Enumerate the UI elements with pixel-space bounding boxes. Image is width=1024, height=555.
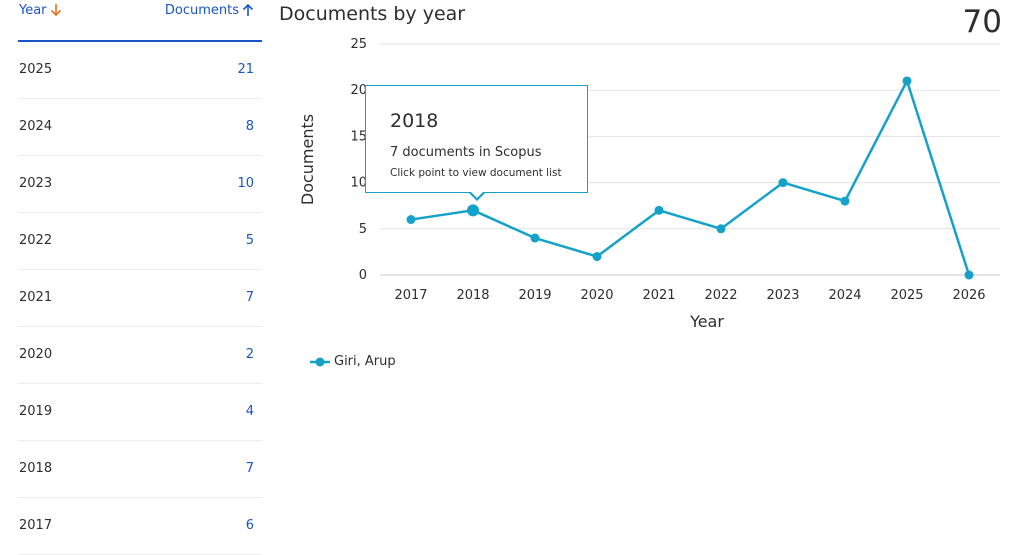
documents-table: Year Documents 2025 21 2024 8 2023 10 2022 5 202… xyxy=(18,0,262,555)
x-axis-title: Year xyxy=(689,312,724,331)
y-tick-label: 0 xyxy=(359,268,367,283)
y-tick-label: 5 xyxy=(359,222,367,237)
x-tick-label: 2019 xyxy=(518,288,551,303)
table-row: 2021 7 xyxy=(18,270,262,327)
y-tick-label: 15 xyxy=(350,129,367,144)
row-year: 2017 xyxy=(19,518,53,533)
documents-header-label: Documents xyxy=(164,2,239,18)
data-point[interactable] xyxy=(902,76,912,86)
table-row: 2017 6 xyxy=(18,498,262,555)
row-year: 2018 xyxy=(19,461,53,476)
tooltip-count: 7 documents in Scopus xyxy=(390,145,542,160)
chart-tooltip: 2018 7 documents in Scopus Click point t… xyxy=(365,85,588,201)
x-tick-label: 2017 xyxy=(394,288,427,303)
x-tick-label: 2024 xyxy=(828,288,861,303)
x-tick-label: 2021 xyxy=(642,288,675,303)
tooltip-hint: Click point to view document list xyxy=(390,167,562,179)
x-tick-label: 2023 xyxy=(766,288,799,303)
data-point[interactable] xyxy=(654,205,664,215)
row-document-count-link[interactable]: 8 xyxy=(245,119,254,134)
data-point[interactable] xyxy=(778,178,788,188)
row-document-count-link[interactable]: 7 xyxy=(245,461,254,476)
table-body: 2025 21 2024 8 2023 10 2022 5 2021 7 2020 2 2019 4 201… xyxy=(18,42,262,555)
data-point[interactable] xyxy=(716,224,726,234)
table-row: 2025 21 xyxy=(18,42,262,99)
series-line xyxy=(410,79,971,276)
sort-down-arrow-icon xyxy=(50,4,61,17)
legend-label: Giri, Arup xyxy=(334,354,396,369)
data-point-highlighted[interactable] xyxy=(467,204,479,217)
tooltip-caret xyxy=(469,191,485,201)
chart-title: Documents by year xyxy=(279,3,466,25)
x-tick-label: 2022 xyxy=(704,288,737,303)
row-year: 2025 xyxy=(19,62,53,77)
y-tick-label: 25 xyxy=(350,37,367,52)
x-tick-label: 2018 xyxy=(456,288,489,303)
x-tick-label: 2025 xyxy=(890,288,923,303)
row-year: 2021 xyxy=(19,290,53,305)
row-document-count-link[interactable]: 5 xyxy=(245,233,254,248)
sort-up-arrow-icon xyxy=(242,3,254,16)
y-tick-label: 10 xyxy=(350,176,367,191)
y-tick-label: 20 xyxy=(350,83,367,98)
row-year: 2020 xyxy=(19,347,53,362)
table-header: Year Documents xyxy=(18,0,262,42)
table-row: 2018 7 xyxy=(18,441,262,498)
data-point[interactable] xyxy=(530,233,540,243)
row-document-count-link[interactable]: 4 xyxy=(245,404,254,419)
data-point[interactable] xyxy=(964,270,974,280)
row-document-count-link[interactable]: 6 xyxy=(245,518,254,533)
table-row: 2020 2 xyxy=(18,327,262,384)
row-year: 2019 xyxy=(19,404,53,419)
documents-sort-header[interactable]: Documents xyxy=(165,0,254,20)
x-tick-label: 2026 xyxy=(952,288,985,303)
table-row: 2024 8 xyxy=(18,99,262,156)
data-point[interactable] xyxy=(592,252,602,262)
total-documents-count: 70 xyxy=(962,4,1002,40)
row-document-count-link[interactable]: 10 xyxy=(237,176,254,191)
table-row: 2019 4 xyxy=(18,384,262,441)
row-document-count-link[interactable]: 7 xyxy=(245,290,254,305)
legend-series-marker-icon xyxy=(310,357,330,366)
tooltip-year: 2018 xyxy=(390,110,439,132)
y-axis-title: Documents xyxy=(298,114,317,205)
data-point[interactable] xyxy=(840,196,850,206)
row-year: 2023 xyxy=(19,176,53,191)
year-header-label: Year xyxy=(19,2,47,18)
year-sort-header[interactable]: Year xyxy=(19,0,62,20)
chart-legend-item[interactable]: Giri, Arup xyxy=(310,354,396,369)
x-tick-label: 2020 xyxy=(580,288,613,303)
row-year: 2024 xyxy=(19,119,53,134)
data-point[interactable] xyxy=(406,215,416,225)
row-document-count-link[interactable]: 2 xyxy=(245,347,254,362)
row-year: 2022 xyxy=(19,233,53,248)
row-document-count-link[interactable]: 21 xyxy=(237,62,254,77)
table-row: 2022 5 xyxy=(18,213,262,270)
table-row: 2023 10 xyxy=(18,156,262,213)
